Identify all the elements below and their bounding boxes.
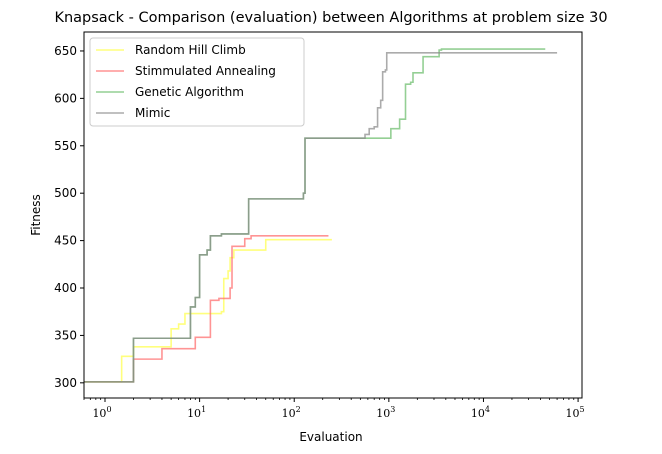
y-tick-label: 350 — [54, 328, 77, 342]
x-tick-label: 100 — [92, 405, 111, 420]
legend-label: Mimic — [135, 106, 170, 120]
y-tick-label: 550 — [54, 139, 77, 153]
y-axis-ticks: 300 350 400 450 500 550 600 650 — [54, 44, 84, 390]
series-layer — [84, 48, 558, 383]
x-tick-label: 102 — [282, 405, 301, 420]
x-tick-label: 101 — [187, 405, 206, 420]
x-tick-label: 104 — [471, 405, 490, 420]
x-axis-label: Evaluation — [299, 430, 362, 444]
y-tick-label: 450 — [54, 234, 77, 248]
x-tick-label: 105 — [566, 405, 585, 420]
series-line-2 — [84, 235, 329, 383]
y-tick-label: 400 — [54, 281, 77, 295]
legend-label: Random Hill Climb — [135, 43, 246, 57]
series-line-4 — [84, 52, 558, 383]
legend: Random Hill Climb Stimmulated Annealing Ge… — [89, 37, 305, 127]
legend-label: Stimmulated Annealing — [135, 64, 276, 78]
legend-box — [89, 37, 305, 127]
chart-title: Knapsack - Comparison (evaluation) betwe… — [54, 10, 607, 26]
plot-frame — [83, 31, 583, 399]
x-axis-ticks: 100 101 102 103 104 105 — [83, 398, 585, 420]
series-line-1 — [84, 238, 332, 383]
y-tick-label: 650 — [54, 44, 77, 58]
y-axis-label: Fitness — [29, 194, 43, 236]
y-tick-label: 300 — [54, 376, 77, 390]
y-tick-label: 600 — [54, 91, 77, 105]
legend-label: Genetic Algorithm — [135, 85, 244, 99]
x-tick-label: 103 — [376, 405, 395, 420]
y-tick-label: 500 — [54, 186, 77, 200]
